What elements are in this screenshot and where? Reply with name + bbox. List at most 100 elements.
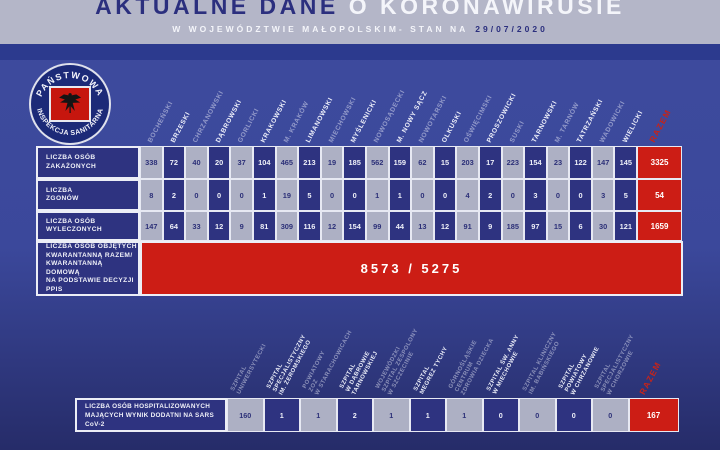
hospital-column-header: SZPITAL MEGREZ TYCHY: [412, 343, 449, 396]
county-column-header: WIELICKI: [621, 109, 645, 144]
title-part-dark: AKTUALNE DANE: [95, 0, 339, 19]
title-part-light: O KORONAWIRUSIE: [348, 0, 625, 19]
hospital-total-cell: 167: [628, 398, 679, 432]
data-cell: 1: [388, 179, 412, 211]
table-row: LICZBA OSÓB ZAKAŻONYCH 338 72 40 20 37 104 465 2…: [36, 146, 683, 179]
data-cell: 99: [365, 211, 389, 241]
data-cell: 13: [411, 211, 434, 241]
report-date: 29/07/2020: [475, 24, 548, 34]
row-label: LICZBA OSÓB WYLECZONYCH: [36, 211, 140, 241]
hospital-column-header: SZPITAL UNIWERSYTECKI: [230, 340, 268, 396]
page-title: AKTUALNE DANE O KORONAWIRUSIE: [0, 0, 720, 20]
data-cell: 159: [388, 146, 412, 179]
data-cell: 154: [524, 146, 547, 179]
data-cell: 213: [298, 146, 321, 179]
data-cell: 12: [207, 211, 231, 241]
data-cell: 20: [207, 146, 231, 179]
county-table: LICZBA OSÓB ZAKAŻONYCH 338 72 40 20 37 104 465 2…: [36, 146, 683, 296]
data-cell: 0: [501, 179, 525, 211]
county-column-header: GORLICKI: [237, 107, 262, 144]
data-cell: 23: [546, 146, 570, 179]
hospital-data-cell: 160: [227, 398, 264, 432]
data-cell: 12: [320, 211, 344, 241]
data-cell: 30: [591, 211, 615, 241]
quarantine-label: LICZBA OSÓB OBJĘTYCH KWARANTANNĄ RAZEM/ …: [36, 241, 140, 296]
data-cell: 9: [478, 211, 502, 241]
data-cell: 465: [275, 146, 299, 179]
data-cell: 0: [546, 179, 570, 211]
row-label: LICZBA ZGONÓW: [36, 179, 140, 211]
data-cell: 91: [456, 211, 479, 241]
total-cell: 1659: [637, 211, 683, 241]
data-cell: 15: [433, 146, 457, 179]
data-cell: 116: [298, 211, 321, 241]
data-cell: 72: [162, 146, 186, 179]
data-cell: 121: [614, 211, 638, 241]
data-cell: 0: [411, 179, 434, 211]
data-cell: 147: [591, 146, 615, 179]
data-cell: 15: [546, 211, 570, 241]
row-label: LICZBA OSÓB ZAKAŻONYCH: [36, 146, 140, 179]
data-cell: 19: [320, 146, 344, 179]
data-cell: 62: [411, 146, 434, 179]
hospital-data-cell: 1: [373, 398, 410, 432]
data-cell: 33: [185, 211, 208, 241]
hospital-data-cell: 1: [446, 398, 483, 432]
page-subtitle: W WOJEWÓDZTWIE MAŁOPOLSKIM- STAN NA 29/07…: [0, 24, 720, 34]
data-cell: 97: [524, 211, 547, 241]
hospital-header-line: SZPITAL KLINICZNY: [521, 331, 559, 393]
quarantine-value-bar: 8573 / 5275: [140, 241, 683, 296]
top-band: AKTUALNE DANE O KORONAWIRUSIE W WOJEWÓDZT…: [0, 0, 720, 44]
data-cell: 203: [456, 146, 479, 179]
data-cell: 4: [456, 179, 479, 211]
hospital-razem-header: RAZEM: [636, 359, 663, 397]
hospital-data-cell: 1: [263, 398, 300, 432]
hospital-data-cell: 0: [482, 398, 519, 432]
hospital-column-header: SZPITAL SPECJALISTYCZNY W CHORZOWIE: [594, 330, 642, 396]
data-cell: 338: [140, 146, 163, 179]
data-cell: 0: [230, 179, 253, 211]
subtitle-text: W WOJEWÓDZTWIE MAŁOPOLSKIM- STAN NA: [172, 24, 469, 34]
data-cell: 0: [343, 179, 366, 211]
hospital-data-cell: 2: [336, 398, 373, 432]
county-column-header: BRZESKI: [169, 110, 192, 144]
data-cell: 147: [140, 211, 163, 241]
data-cell: 104: [252, 146, 276, 179]
data-cell: 309: [275, 211, 299, 241]
hospital-data-cell: 0: [555, 398, 592, 432]
data-cell: 37: [230, 146, 253, 179]
total-cell: 3325: [637, 146, 683, 179]
hospital-data-cell: 1: [409, 398, 446, 432]
divider-stripe: [0, 44, 720, 60]
county-column-header: OLKUSKI: [440, 110, 464, 144]
data-cell: 3: [591, 179, 615, 211]
data-cell: 40: [185, 146, 208, 179]
data-cell: 223: [501, 146, 525, 179]
data-cell: 44: [388, 211, 412, 241]
hospital-data-cell: 0: [592, 398, 629, 432]
data-cell: 0: [185, 179, 208, 211]
data-cell: 0: [207, 179, 231, 211]
sanepid-logo: PAŃSTWOWA INSPEKCJA SANITARNA: [29, 63, 111, 145]
data-cell: 8: [140, 179, 163, 211]
data-cell: 17: [478, 146, 502, 179]
data-cell: 2: [478, 179, 502, 211]
data-cell: 64: [162, 211, 186, 241]
data-cell: 1: [252, 179, 276, 211]
quarantine-row: LICZBA OSÓB OBJĘTYCH KWARANTANNĄ RAZEM/ …: [36, 241, 683, 296]
data-cell: 185: [343, 146, 366, 179]
table-row: LICZBA OSÓB WYLECZONYCH 147 64 33 12 9 81 309 11…: [36, 211, 683, 241]
data-cell: 3: [524, 179, 547, 211]
data-cell: 12: [433, 211, 457, 241]
data-cell: 5: [298, 179, 321, 211]
hospital-column-header: SZPITAL W DĄBROWIE TARNOWSKIEJ: [338, 344, 379, 396]
data-cell: 0: [569, 179, 592, 211]
county-header-row: BOCHEŃSKI BRZESKI CHRZANOWSKI DĄBROWSKI GORL…: [140, 58, 710, 146]
table-row: LICZBA ZGONÓW 8 2 0 0 0 1 19 5 0 0 1 1 0 0 4 2 0 3 0 0 3 5 54: [36, 179, 683, 211]
data-cell: 19: [275, 179, 299, 211]
data-cell: 562: [365, 146, 389, 179]
hospital-header-row: SZPITAL UNIWERSYTECKI SZPITAL SPECJALISTYCZ…: [227, 302, 677, 398]
county-razem-header: RAZEM: [647, 107, 674, 144]
data-cell: 154: [343, 211, 366, 241]
